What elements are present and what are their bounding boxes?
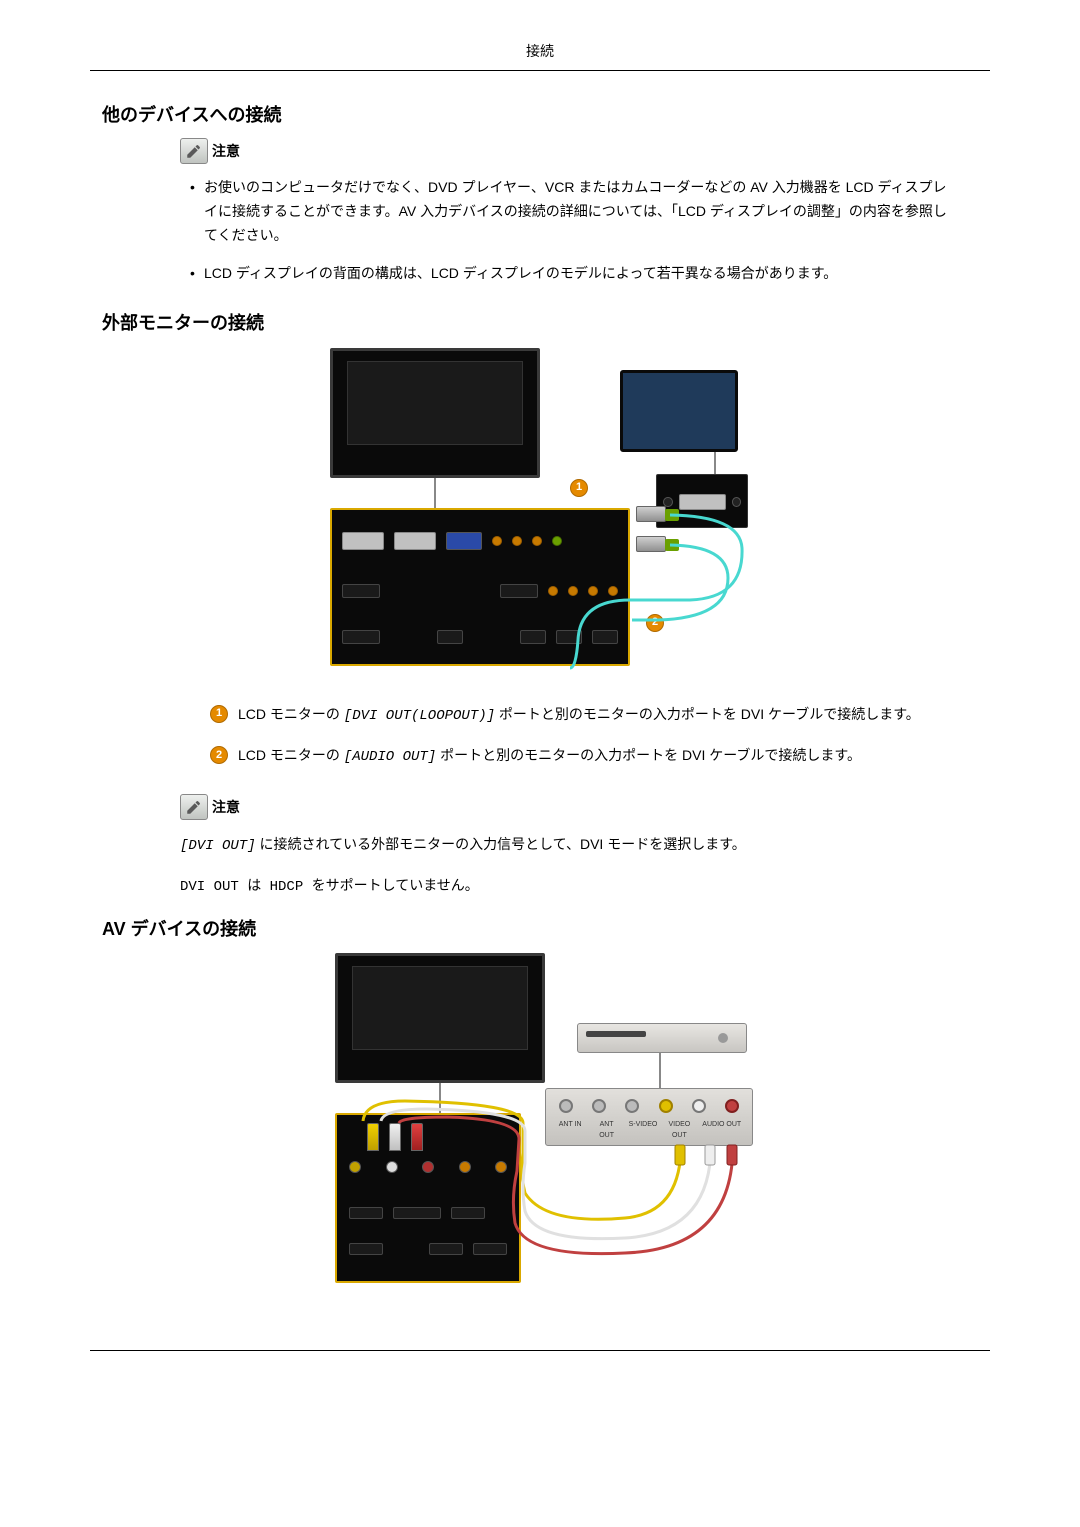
pencil-note-icon <box>180 138 208 164</box>
port-slot-icon <box>473 1243 507 1255</box>
port-label: S-VIDEO <box>628 1119 658 1141</box>
numbered-list: 1 LCD モニターの [DVI OUT(LOOPOUT)] ポートと別のモニタ… <box>210 703 990 771</box>
port-slot-icon <box>451 1207 485 1219</box>
note-body-line: DVI OUT は HDCP をサポートしていません。 <box>180 873 990 900</box>
ant-in-jack-icon <box>559 1099 573 1113</box>
audio-jack-icon <box>588 586 598 596</box>
port-label: ANT IN <box>555 1119 585 1141</box>
port-slot-icon <box>429 1243 463 1255</box>
dvi-port-icon <box>679 494 726 510</box>
bullet-item: • LCD ディスプレイの背面の構成は、LCD ディスプレイのモデルによって若干… <box>188 262 990 286</box>
rca-plug-yellow-icon <box>367 1123 379 1151</box>
audio-jack-icon <box>512 536 522 546</box>
port-slot-icon <box>520 630 546 644</box>
vga-port-icon <box>446 532 482 550</box>
text-fragment: LCD モニターの <box>238 747 344 763</box>
bullet-dot-icon: • <box>188 176 204 247</box>
number-badge-icon: 1 <box>210 705 228 723</box>
port-slot-icon <box>349 1207 383 1219</box>
audio-jack-icon <box>495 1161 507 1173</box>
bullet-text: LCD ディスプレイの背面の構成は、LCD ディスプレイのモデルによって若干異な… <box>204 262 950 286</box>
note-callout: 注意 <box>180 794 990 820</box>
port-slot-icon <box>393 1207 441 1219</box>
external-monitor-diagram: 1 2 <box>90 348 990 684</box>
av-device-diagram: ANT IN ANT OUT S-VIDEO VIDEO OUT AUDIO O… <box>90 953 990 1309</box>
dvi-port-icon <box>342 532 384 550</box>
audio-in-jack-icon <box>422 1161 434 1173</box>
section-title-av-devices: AV デバイスの接続 <box>102 915 990 944</box>
port-slot-icon <box>556 630 582 644</box>
page-header: 接続 <box>90 40 990 71</box>
lcd-monitor-illustration <box>335 953 545 1083</box>
audio-in-jack-icon <box>386 1161 398 1173</box>
port-slot-icon <box>437 630 463 644</box>
dvi-plug-icon <box>636 506 666 522</box>
callout-badge-2: 2 <box>646 614 664 632</box>
port-slot-icon <box>349 1243 383 1255</box>
rca-plug-red-icon <box>411 1123 423 1151</box>
text-fragment: LCD モニターの <box>238 706 344 722</box>
port-name: [DVI OUT] <box>180 838 256 854</box>
port-slot-icon <box>342 630 380 644</box>
audio-out-jack-icon <box>725 1099 739 1113</box>
audio-jack-icon <box>608 586 618 596</box>
audio-jack-icon <box>552 536 562 546</box>
external-monitor-illustration <box>620 370 738 452</box>
footer-rule <box>90 1350 990 1351</box>
port-label: ANT OUT <box>592 1119 622 1141</box>
bullet-list: • お使いのコンピュータだけでなく、DVD プレイヤー、VCR またはカムコーダ… <box>188 176 990 285</box>
note-callout: 注意 <box>180 138 990 164</box>
bullet-dot-icon: • <box>188 262 204 286</box>
video-out-jack-icon <box>659 1099 673 1113</box>
numbered-item: 1 LCD モニターの [DVI OUT(LOOPOUT)] ポートと別のモニタ… <box>210 703 930 729</box>
audio-jack-icon <box>732 497 742 507</box>
dvi-plug-icon <box>636 536 666 552</box>
text-fragment: DVI OUT は HDCP をサポートしていません。 <box>180 879 479 895</box>
port-slot-icon <box>500 584 538 598</box>
numbered-item: 2 LCD モニターの [AUDIO OUT] ポートと別のモニターの入力ポート… <box>210 744 930 770</box>
av-player-illustration <box>577 1023 747 1053</box>
section-title-other-devices: 他のデバイスへの接続 <box>102 101 990 130</box>
ant-out-jack-icon <box>592 1099 606 1113</box>
bullet-item: • お使いのコンピュータだけでなく、DVD プレイヤー、VCR またはカムコーダ… <box>188 176 990 247</box>
audio-out-jack-icon <box>692 1099 706 1113</box>
text-fragment: に接続されている外部モニターの入力信号として、DVI モードを選択します。 <box>256 836 746 852</box>
text-fragment: ポートと別のモニターの入力ポートを DVI ケーブルで接続します。 <box>436 747 861 763</box>
port-name: [DVI OUT(LOOPOUT)] <box>344 708 495 724</box>
svideo-jack-icon <box>625 1099 639 1113</box>
audio-jack-icon <box>532 536 542 546</box>
audio-jack-icon <box>459 1161 471 1173</box>
note-body-line: [DVI OUT] に接続されている外部モニターの入力信号として、DVI モード… <box>180 832 990 859</box>
av-back-labels: ANT IN ANT OUT S-VIDEO VIDEO OUT AUDIO O… <box>546 1119 752 1141</box>
section-title-external-monitor: 外部モニターの接続 <box>102 309 990 338</box>
port-slot-icon <box>342 584 380 598</box>
audio-jack-icon <box>492 536 502 546</box>
lcd-port-panel <box>330 508 630 666</box>
rca-plug-white-icon <box>389 1123 401 1151</box>
callout-badge-1: 1 <box>570 479 588 497</box>
text-fragment: ポートと別のモニターの入力ポートを DVI ケーブルで接続します。 <box>495 706 920 722</box>
port-label: AUDIO OUT <box>701 1119 743 1141</box>
lcd-av-port-panel <box>335 1113 521 1283</box>
numbered-text: LCD モニターの [AUDIO OUT] ポートと別のモニターの入力ポートを … <box>238 744 930 770</box>
note-label: 注意 <box>212 140 240 162</box>
numbered-text: LCD モニターの [DVI OUT(LOOPOUT)] ポートと別のモニターの… <box>238 703 930 729</box>
audio-jack-icon <box>548 586 558 596</box>
audio-jack-icon <box>568 586 578 596</box>
dvi-port-icon <box>394 532 436 550</box>
port-label: VIDEO OUT <box>664 1119 694 1141</box>
lcd-monitor-illustration <box>330 348 540 478</box>
port-slot-icon <box>592 630 618 644</box>
video-in-jack-icon <box>349 1161 361 1173</box>
bullet-text: お使いのコンピュータだけでなく、DVD プレイヤー、VCR またはカムコーダーな… <box>204 176 950 247</box>
note-label: 注意 <box>212 796 240 818</box>
number-badge-icon: 2 <box>210 746 228 764</box>
port-name: [AUDIO OUT] <box>344 749 436 765</box>
av-player-back-panel: ANT IN ANT OUT S-VIDEO VIDEO OUT AUDIO O… <box>545 1088 753 1146</box>
pencil-note-icon <box>180 794 208 820</box>
